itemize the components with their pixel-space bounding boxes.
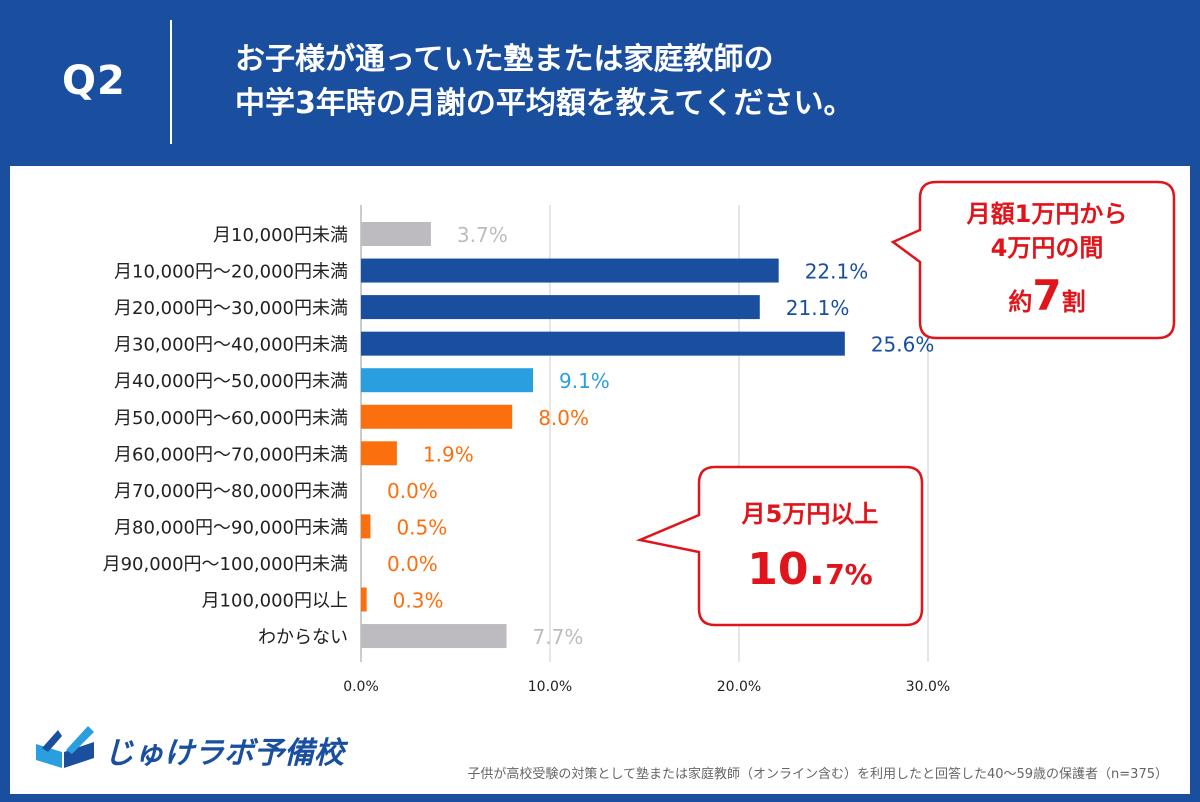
bar (361, 258, 779, 283)
callout-2-bubble (635, 465, 924, 627)
value-label: 22.1% (805, 260, 869, 284)
question-line-1: お子様が通っていた塾または家庭教師の (235, 42, 774, 77)
bar (361, 295, 760, 320)
category-label: わからない (258, 627, 348, 648)
callout-1-prefix: 約 (1008, 288, 1032, 316)
value-label: 1.9% (423, 442, 474, 466)
question-line-2: 中学3年時の月謝の平均額を教えてください。 (235, 86, 854, 121)
callout-2-value-main: 10. (747, 544, 825, 595)
x-tick-label: 20.0% (717, 679, 761, 695)
category-label: 月80,000円～90,000円未満 (114, 517, 348, 538)
brand-logo-icon (36, 726, 94, 768)
value-label: 25.6% (871, 333, 935, 357)
callout-2-value-small: 7% (825, 558, 873, 591)
bar (361, 404, 513, 429)
value-label: 0.0% (387, 552, 438, 576)
value-label: 8.0% (538, 406, 589, 430)
bar (361, 514, 371, 539)
question-text: お子様が通っていた塾または家庭教師の 中学3年時の月謝の平均額を教えてください。 (235, 38, 853, 126)
x-tick-label: 0.0% (343, 679, 379, 695)
callout-1-line1: 月額1万円から (966, 200, 1128, 228)
category-label: 月10,000円未満 (213, 225, 348, 246)
category-labels: 月10,000円未満月10,000円～20,000円未満月20,000円～30,… (103, 225, 348, 648)
x-tick-label: 30.0% (906, 679, 950, 695)
bar (361, 222, 431, 246)
category-label: 月90,000円～100,000円未満 (103, 554, 348, 575)
value-label: 0.0% (387, 479, 438, 503)
category-label: 月60,000円～70,000円未満 (114, 444, 348, 465)
value-labels: 3.7% 22.1% 21.1% 25.6% 9.1% 8.0% 1.9% 0.0% 0.5% 0… (387, 223, 934, 649)
question-number: Q2 (62, 58, 126, 104)
category-label: 月70,000円～80,000円未満 (114, 481, 348, 502)
callout-1-line2: 4万円の間 (991, 234, 1104, 262)
callout-1-figure: 約7割 (1008, 271, 1085, 320)
category-label: 月20,000円～30,000円未満 (114, 298, 348, 319)
value-label: 9.1% (559, 369, 610, 393)
category-label: 月30,000円～40,000円未満 (114, 335, 348, 356)
brand-name: じゅけラボ予備校 (104, 736, 344, 771)
category-label: 月50,000円～60,000円未満 (114, 408, 348, 429)
header: Q2 お子様が通っていた塾または家庭教師の 中学3年時の月謝の平均額を教えてくだ… (0, 0, 1200, 165)
category-label: 月100,000円以上 (202, 591, 348, 612)
bar (361, 587, 367, 612)
callout-1-bubble (890, 180, 1176, 340)
value-label: 7.7% (533, 625, 584, 649)
survey-footnote: 子供が高校受験の対策として塾または家庭教師（オンライン含む）を利用したと回答した… (467, 767, 1168, 782)
bar (361, 331, 845, 356)
callout-1-value: 7 (1032, 271, 1061, 320)
value-label: 21.1% (786, 296, 850, 320)
callout-1-suffix: 割 (1062, 288, 1086, 316)
value-label: 0.5% (396, 515, 447, 539)
value-label: 3.7% (457, 223, 508, 247)
chart-bars (361, 222, 845, 649)
callout-2-line1: 月5万円以上 (741, 500, 879, 528)
bar (361, 441, 397, 466)
category-label: 月10,000円～20,000円未満 (114, 262, 348, 283)
bar (361, 368, 533, 393)
callout-2-figure: 10.7% (747, 544, 873, 595)
value-label: 0.3% (393, 589, 444, 613)
x-axis-ticks: 0.0% 10.0% 20.0% 30.0% (343, 679, 950, 695)
callout-over-50000: 月5万円以上 10.7% (635, 465, 924, 627)
header-divider (170, 20, 172, 144)
callout-range-1-4: 月額1万円から 4万円の間 約7割 (890, 180, 1176, 340)
bar (361, 624, 507, 649)
x-tick-label: 10.0% (528, 679, 572, 695)
category-label: 月40,000円～50,000円未満 (114, 371, 348, 392)
